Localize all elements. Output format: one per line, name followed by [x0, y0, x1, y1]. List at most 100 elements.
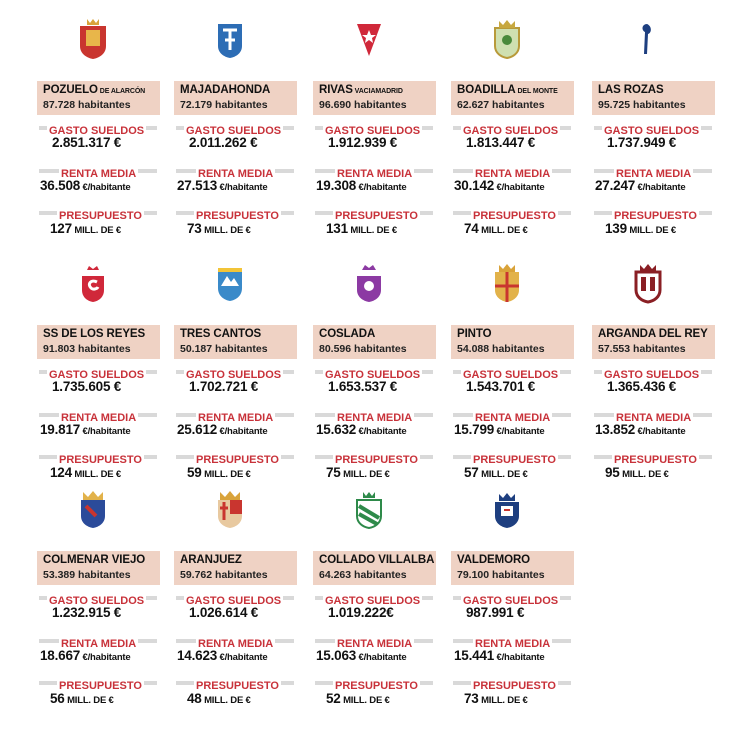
rivas-crest-icon — [354, 18, 384, 60]
renta-label: RENTA MEDIA — [174, 634, 306, 650]
renta-label: RENTA MEDIA — [37, 634, 169, 650]
presupuesto-value: 131 MILL. DE € — [326, 221, 397, 236]
gasto-label: GASTO SUELDOS — [451, 591, 583, 607]
gasto-value: 1.653.537 € — [328, 379, 398, 394]
population: 64.263 habitantes — [319, 569, 407, 581]
city-name: BOADILLA DEL MONTE — [457, 84, 558, 96]
presupuesto-value: 75 MILL. DE € — [326, 465, 390, 480]
gasto-value: 2.851.317 € — [52, 135, 122, 150]
gasto-label: GASTO SUELDOS — [174, 365, 306, 381]
presupuesto-value: 73 MILL. DE € — [464, 691, 528, 706]
gasto-label: GASTO SUELDOS — [37, 121, 169, 137]
gasto-label: GASTO SUELDOS — [313, 365, 445, 381]
name-box: BOADILLA DEL MONTE 62.627 habitantes — [451, 81, 574, 115]
presupuesto-value: 57 MILL. DE € — [464, 465, 528, 480]
name-box: COLMENAR VIEJO 53.389 habitantes — [37, 551, 160, 585]
gasto-value: 1.543.701 € — [466, 379, 536, 394]
gasto-value: 1.019.222€ — [328, 605, 394, 620]
presupuesto-label: PRESUPUESTO — [37, 450, 169, 466]
name-box: ARANJUEZ 59.762 habitantes — [174, 551, 297, 585]
name-box: COSLADA 80.596 habitantes — [313, 325, 436, 359]
gasto-label: GASTO SUELDOS — [451, 365, 583, 381]
renta-value: 14.623 €/habitante — [177, 648, 268, 663]
presupuesto-label: PRESUPUESTO — [313, 450, 445, 466]
population: 96.690 habitantes — [319, 99, 407, 111]
gasto-value: 1.026.614 € — [189, 605, 259, 620]
renta-value: 15.063 €/habitante — [316, 648, 407, 663]
gasto-label: GASTO SUELDOS — [451, 121, 583, 137]
city-name: LAS ROZAS — [598, 84, 664, 96]
gasto-label: GASTO SUELDOS — [174, 591, 306, 607]
city-name: ARANJUEZ — [180, 554, 242, 566]
valdemoro-crest-icon — [492, 488, 522, 530]
presupuesto-value: 52 MILL. DE € — [326, 691, 390, 706]
city-name: RIVAS VACIAMADRID — [319, 84, 403, 96]
presupuesto-label: PRESUPUESTO — [313, 206, 445, 222]
renta-label: RENTA MEDIA — [451, 634, 583, 650]
name-box: POZUELO DE ALARCÓN 87.728 habitantes — [37, 81, 160, 115]
renta-label: RENTA MEDIA — [313, 164, 445, 180]
presupuesto-label: PRESUPUESTO — [451, 676, 583, 692]
population: 95.725 habitantes — [598, 99, 686, 111]
city-name: COLMENAR VIEJO — [43, 554, 146, 566]
renta-label: RENTA MEDIA — [174, 164, 306, 180]
gasto-label: GASTO SUELDOS — [592, 121, 724, 137]
gasto-label: GASTO SUELDOS — [174, 121, 306, 137]
population: 59.762 habitantes — [180, 569, 268, 581]
name-box: LAS ROZAS 95.725 habitantes — [592, 81, 715, 115]
presupuesto-label: PRESUPUESTO — [592, 206, 724, 222]
presupuesto-label: PRESUPUESTO — [592, 450, 724, 466]
city-name: TRES CANTOS — [180, 328, 262, 340]
gasto-value: 1.365.436 € — [607, 379, 677, 394]
name-box: PINTO 54.088 habitantes — [451, 325, 574, 359]
renta-label: RENTA MEDIA — [37, 408, 169, 424]
population: 50.187 habitantes — [180, 343, 268, 355]
presupuesto-value: 95 MILL. DE € — [605, 465, 669, 480]
presupuesto-label: PRESUPUESTO — [451, 450, 583, 466]
city-name: COLLADO VILLALBA — [319, 554, 435, 566]
presupuesto-value: 127 MILL. DE € — [50, 221, 121, 236]
gasto-label: GASTO SUELDOS — [37, 365, 169, 381]
renta-value: 15.632 €/habitante — [316, 422, 407, 437]
pozuelo-crest-icon — [78, 18, 108, 60]
presupuesto-value: 74 MILL. DE € — [464, 221, 528, 236]
collado-crest-icon — [354, 488, 384, 530]
presupuesto-label: PRESUPUESTO — [174, 450, 306, 466]
gasto-value: 1.737.949 € — [607, 135, 677, 150]
renta-value: 15.799 €/habitante — [454, 422, 545, 437]
arganda-crest-icon — [633, 262, 663, 304]
renta-value: 27.513 €/habitante — [177, 178, 268, 193]
gasto-value: 987.991 € — [466, 605, 525, 620]
boadilla-crest-icon — [492, 18, 522, 60]
renta-value: 13.852 €/habitante — [595, 422, 686, 437]
gasto-value: 1.735.605 € — [52, 379, 122, 394]
presupuesto-label: PRESUPUESTO — [37, 676, 169, 692]
city-name: ARGANDA DEL REY — [598, 328, 708, 340]
ss-reyes-crest-icon — [78, 262, 108, 304]
majadahonda-crest-icon — [215, 18, 245, 60]
renta-value: 36.508 €/habitante — [40, 178, 131, 193]
city-name: POZUELO DE ALARCÓN — [43, 84, 146, 96]
name-box: VALDEMORO 79.100 habitantes — [451, 551, 574, 585]
presupuesto-value: 139 MILL. DE € — [605, 221, 676, 236]
population: 72.179 habitantes — [180, 99, 268, 111]
name-box: TRES CANTOS 50.187 habitantes — [174, 325, 297, 359]
gasto-value: 1.912.939 € — [328, 135, 398, 150]
renta-value: 30.142 €/habitante — [454, 178, 545, 193]
pinto-crest-icon — [492, 262, 522, 304]
population: 79.100 habitantes — [457, 569, 545, 581]
renta-label: RENTA MEDIA — [313, 408, 445, 424]
presupuesto-label: PRESUPUESTO — [174, 206, 306, 222]
gasto-value: 2.011.262 € — [189, 135, 258, 150]
gasto-label: GASTO SUELDOS — [313, 591, 445, 607]
renta-label: RENTA MEDIA — [592, 408, 724, 424]
gasto-value: 1.813.447 € — [466, 135, 536, 150]
coslada-crest-icon — [354, 262, 384, 304]
name-box: MAJADAHONDA 72.179 habitantes — [174, 81, 297, 115]
renta-label: RENTA MEDIA — [451, 164, 583, 180]
renta-label: RENTA MEDIA — [37, 164, 169, 180]
name-box: COLLADO VILLALBA 64.263 habitantes — [313, 551, 436, 585]
gasto-value: 1.232.915 € — [52, 605, 122, 620]
renta-label: RENTA MEDIA — [313, 634, 445, 650]
city-name: MAJADAHONDA — [180, 84, 271, 96]
